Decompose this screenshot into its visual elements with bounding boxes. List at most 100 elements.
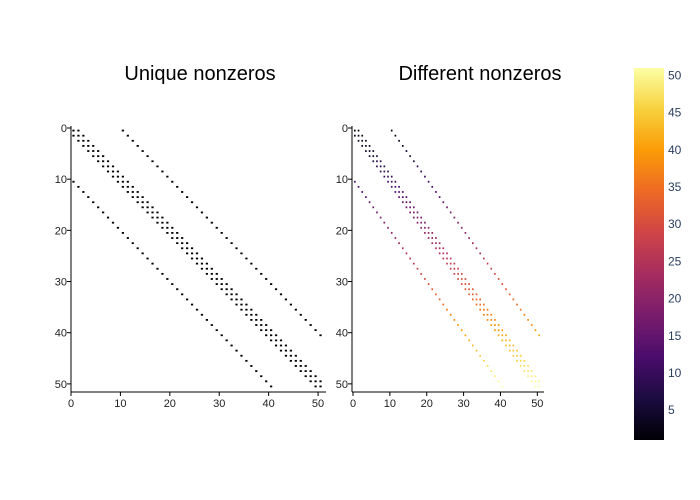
nonzero-point [210,221,213,224]
nonzero-point [215,283,218,285]
nonzero-point [449,211,452,214]
panel-title-different-nonzeros: Different nonzeros [398,63,561,85]
nonzero-point [176,242,179,245]
nonzero-point [398,191,400,193]
nonzero-point [245,313,248,316]
nonzero-point [409,155,411,158]
nonzero-point [151,206,154,209]
nonzero-point [156,221,159,224]
nonzero-point [200,257,204,260]
nonzero-point [494,329,496,332]
nonzero-point [390,185,393,188]
nonzero-point [195,252,199,255]
nonzero-point [181,242,184,245]
colorbar-tick-label: 45 [668,106,682,120]
nonzero-point [479,308,482,311]
nonzero-point [471,293,474,296]
nonzero-point [464,334,467,337]
colorbar-tick-label: 10 [668,366,682,380]
nonzero-point [453,319,456,321]
nonzero-point [372,206,375,209]
nonzero-point [82,145,85,147]
nonzero-point [235,247,238,250]
nonzero-point [245,303,248,306]
nonzero-point [225,283,228,285]
nonzero-point [523,359,526,362]
nonzero-point [394,134,397,137]
nonzero-point [387,170,389,173]
nonzero-point [195,206,199,209]
nonzero-point [210,278,213,280]
nonzero-point [468,237,470,239]
nonzero-point [438,196,441,198]
nonzero-point [372,155,375,158]
nonzero-point [205,319,208,321]
nonzero-point [171,232,174,234]
nonzero-point [220,278,223,280]
nonzero-point [412,262,415,265]
nonzero-point [240,298,243,301]
nonzero-point [446,257,448,260]
nonzero-point [151,211,154,214]
nonzero-point [368,155,371,158]
nonzero-point [260,324,263,326]
nonzero-point [490,267,493,270]
nonzero-point [161,170,164,173]
nonzero-point [442,257,445,260]
y-tick-label: 0 [61,123,67,135]
nonzero-point [534,329,537,332]
nonzero-point [245,308,248,311]
nonzero-point [490,319,493,321]
nonzero-point [431,232,434,234]
nonzero-point [490,324,493,326]
nonzero-point [106,165,110,168]
nonzero-point [255,319,258,321]
nonzero-point [220,232,223,234]
nonzero-point [427,226,430,229]
nonzero-point [171,283,174,285]
nonzero-point [294,308,297,311]
nonzero-point [270,334,273,337]
nonzero-point [156,211,159,214]
nonzero-point [289,359,292,362]
nonzero-point [427,180,430,183]
nonzero-point [409,206,411,209]
nonzero-point [442,201,445,204]
nonzero-point [427,283,430,285]
nonzero-point [401,191,404,193]
nonzero-point [260,329,263,332]
nonzero-point [77,185,80,188]
nonzero-point [438,252,441,255]
nonzero-point [210,267,213,270]
nonzero-point [102,155,105,158]
nonzero-point [505,344,507,347]
nonzero-point [383,170,386,173]
nonzero-point [460,329,463,332]
nonzero-point [116,180,120,183]
x-tick-label: 0 [350,398,356,410]
nonzero-point [394,237,397,239]
nonzero-point [284,298,288,301]
nonzero-point [141,206,144,209]
nonzero-point [186,242,189,245]
nonzero-point [519,354,522,357]
nonzero-point [376,211,378,214]
nonzero-point [497,324,500,326]
nonzero-point [72,180,75,183]
nonzero-point [424,226,426,229]
nonzero-point [534,380,537,383]
nonzero-point [181,191,184,193]
colorbar-tick-label: 25 [668,254,682,268]
nonzero-point [508,344,511,347]
nonzero-point [255,370,258,372]
nonzero-point [379,170,382,173]
nonzero-point [427,237,430,239]
nonzero-point [116,175,120,178]
nonzero-point [195,262,199,265]
nonzero-point [151,160,154,163]
nonzero-point [372,150,375,152]
nonzero-point [457,221,459,224]
nonzero-point [460,226,463,229]
nonzero-point [357,185,360,188]
nonzero-point [304,370,307,372]
